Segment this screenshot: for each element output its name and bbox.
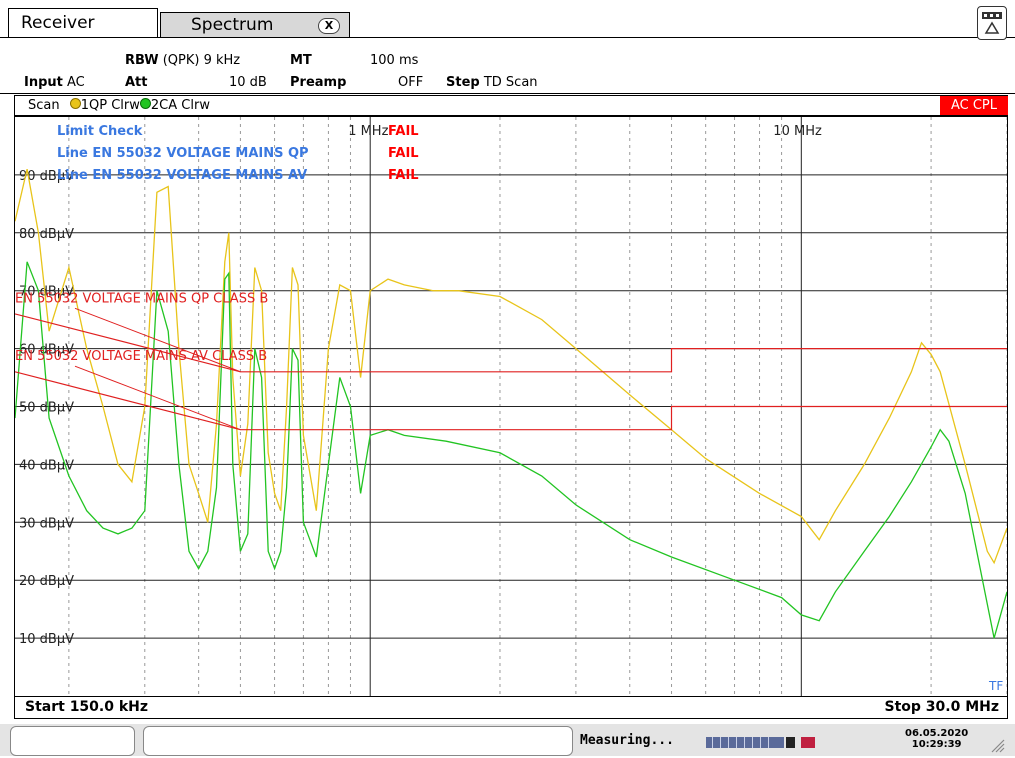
limit-label-qp-leader: [74, 307, 241, 373]
step-setting: Step TD Scan: [446, 75, 538, 90]
y-tick-label: 60 dBµV: [19, 343, 74, 358]
layout-icon: [982, 12, 1002, 34]
close-tab-button[interactable]: X: [318, 18, 340, 34]
tab-receiver-label: Receiver: [21, 13, 95, 33]
limit-check-line-av-status: FAIL: [388, 168, 419, 183]
limit-line-qp: [15, 313, 1007, 373]
date-text: 06.05.2020: [905, 728, 969, 739]
limit-check-line-qp-status: FAIL: [388, 146, 419, 161]
footer-slot-1[interactable]: [10, 726, 135, 756]
tf-label: TF: [988, 679, 1003, 693]
trace1-label: 1QP Clrw: [80, 98, 140, 113]
att-label: Att: [125, 75, 148, 90]
y-tick-label: 30 dBµV: [19, 516, 74, 531]
scan-label: Scan: [28, 98, 60, 113]
tab-spectrum-label: Spectrum: [191, 15, 274, 35]
step-value: TD Scan: [483, 75, 538, 90]
tab-receiver[interactable]: Receiver: [8, 8, 158, 38]
measuring-status: Measuring...: [580, 733, 674, 748]
input-value: AC: [67, 75, 85, 90]
resize-grip-icon[interactable]: [990, 738, 1006, 758]
footer-slot-2[interactable]: [143, 726, 573, 756]
mt-label: MT: [290, 53, 312, 68]
rbw-label: RBW: [125, 53, 159, 68]
y-tick-label: 20 dBµV: [19, 574, 74, 589]
att-value: 10 dB: [229, 75, 267, 90]
trace-1qp-clrw: [15, 168, 1007, 565]
freq-marker-1mhz: 1 MHz: [348, 124, 388, 139]
tab-divider: [0, 37, 1015, 38]
datetime: 06.05.2020 10:29:39: [905, 728, 968, 750]
input-label: Input: [24, 75, 63, 90]
progress-icon: [706, 737, 815, 748]
ac-coupling-badge: AC CPL: [940, 96, 1008, 115]
step-label: Step: [446, 75, 480, 90]
frequency-range-bar: Start 150.0 kHz Stop 30.0 MHz: [14, 697, 1008, 719]
limit-check-line-av: Line EN 55032 VOLTAGE MAINS AV: [57, 168, 307, 183]
trace1-dot: [69, 98, 81, 109]
input-setting: Input AC: [24, 75, 85, 90]
y-tick-label: 90 dBµV: [19, 169, 74, 184]
freq-marker-10mhz: 10 MHz: [773, 124, 822, 139]
limit-check-title: Limit Check: [57, 124, 143, 139]
limit-label-qp: EN 55032 VOLTAGE MAINS QP CLASS B: [15, 291, 268, 306]
layout-button[interactable]: [977, 6, 1007, 40]
limit-line-av: [15, 371, 1007, 431]
limit-label-av: EN 55032 VOLTAGE MAINS AV CLASS B: [15, 349, 267, 364]
y-tick-label: 80 dBµV: [19, 227, 74, 242]
trace-2ca-clrw: [15, 261, 1007, 639]
limit-label-av-leader: [74, 365, 241, 431]
scan-status-bar: Scan 1QP Clrw 2CA Clrw: [14, 95, 1008, 116]
trace2-dot: [139, 98, 151, 109]
settings-divider: [0, 93, 1015, 94]
settings-row-1: RBW (QPK) 9 kHz: [125, 53, 240, 68]
progress-indicator: [706, 734, 816, 748]
y-tick-label: 40 dBµV: [19, 458, 74, 473]
trace2-label: 2CA Clrw: [150, 98, 210, 113]
preamp-value: OFF: [398, 75, 424, 90]
y-tick-label: 50 dBµV: [19, 401, 74, 416]
close-icon: X: [324, 19, 334, 32]
y-tick-label: 10 dBµV: [19, 632, 74, 647]
stop-frequency: Stop 30.0 MHz: [884, 699, 999, 715]
rbw-value: (QPK) 9 kHz: [162, 53, 241, 68]
spectrum-plot[interactable]: 90 dBµV 80 dBµV 70 dBµV 60 dBµV 50 dBµV 40 dB…: [14, 116, 1008, 697]
preamp-label: Preamp: [290, 75, 347, 90]
limit-check-line-qp: Line EN 55032 VOLTAGE MAINS QP: [57, 146, 309, 161]
limit-check-title-status: FAIL: [388, 124, 419, 139]
mt-value: 100 ms: [370, 53, 419, 68]
time-text: 10:29:39: [911, 739, 962, 750]
start-frequency: Start 150.0 kHz: [25, 699, 149, 715]
